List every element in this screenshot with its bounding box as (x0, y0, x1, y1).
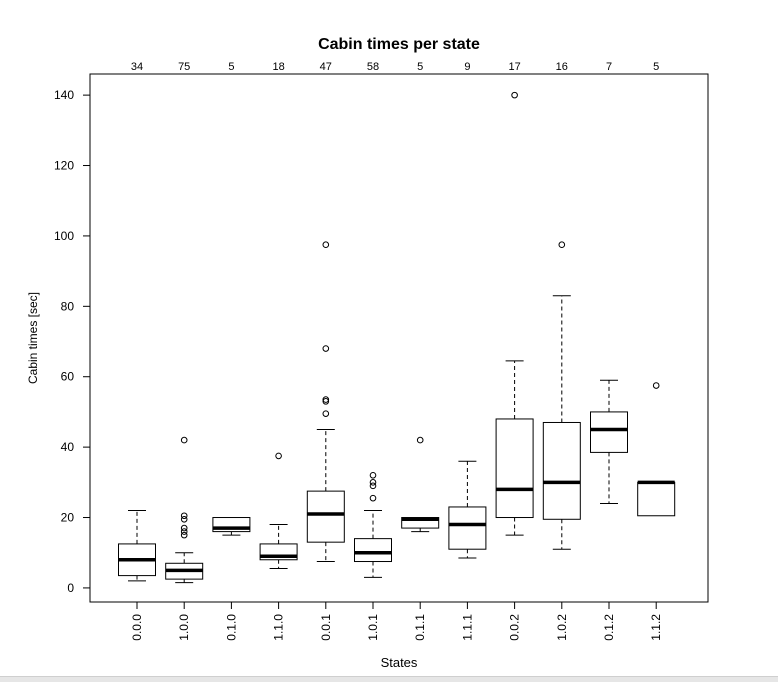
count-label: 16 (556, 61, 568, 73)
outlier-point (369, 482, 377, 490)
y-tick-label: 120 (54, 159, 74, 173)
y-tick-label: 0 (67, 581, 74, 595)
box-1.1.1 (448, 460, 487, 559)
outlier-point (322, 410, 330, 417)
x-tick-label: 0.0.2 (508, 614, 522, 641)
outlier-point (322, 396, 330, 403)
outlier-point (180, 515, 188, 523)
count-label: 47 (320, 61, 332, 73)
count-label: 5 (228, 61, 234, 73)
count-label: 58 (367, 61, 379, 73)
x-tick-label: 1.0.0 (177, 614, 191, 641)
x-tick-label: 1.1.0 (272, 614, 286, 641)
count-label: 5 (417, 61, 423, 73)
box-iqr (401, 517, 440, 529)
y-tick-label: 40 (61, 440, 75, 454)
x-axis-label: States (381, 655, 418, 670)
box-1.1.0 (259, 452, 298, 570)
count-label: 5 (653, 61, 659, 73)
outlier-point (180, 436, 188, 444)
outlier-point (652, 382, 660, 389)
box-1.1.2 (637, 382, 676, 517)
plot-frame (89, 73, 709, 603)
box-series (118, 91, 676, 584)
x-tick-label: 0.0.0 (130, 614, 144, 641)
count-labels: 34 75 5 18 47 58 5 9 17 16 7 5 (131, 61, 659, 73)
outlier-point (322, 398, 330, 405)
outlier-point (180, 512, 188, 520)
count-label: 18 (272, 61, 284, 73)
y-tick-label: 20 (61, 511, 75, 525)
box-1.0.2 (542, 241, 581, 550)
y-axis: 0 20 40 60 80 100 120 140 (54, 88, 90, 595)
count-label: 17 (508, 61, 520, 73)
y-tick-label: 140 (54, 88, 74, 102)
box-0.1.2 (590, 379, 628, 504)
box-0.1.0 (212, 517, 251, 536)
x-axis: 0.0.0 1.0.0 0.1.0 1.1.0 0.0.1 1.0.1 0.1.1 1.1.1… (130, 602, 663, 641)
box-iqr (495, 418, 534, 519)
outlier-point (511, 91, 518, 99)
y-tick-label: 60 (61, 370, 75, 384)
count-label: 7 (606, 61, 612, 73)
y-tick-label: 100 (54, 229, 74, 243)
chart-title: Cabin times per state (318, 36, 480, 53)
box-iqr (590, 411, 628, 453)
x-tick-label: 1.0.1 (366, 614, 380, 641)
box-1.0.0 (165, 436, 204, 584)
outlier-point (180, 531, 188, 539)
count-label: 34 (131, 61, 143, 73)
outlier-point (180, 528, 188, 535)
count-label: 75 (178, 61, 190, 73)
box-iqr (542, 421, 581, 520)
x-tick-label: 1.1.2 (649, 614, 663, 641)
outlier-point (416, 436, 424, 444)
window-bottom-edge (0, 676, 778, 682)
box-1.0.1 (354, 471, 392, 578)
box-0.0.2 (495, 91, 534, 536)
box-0.0.1 (306, 241, 345, 563)
outlier-point (558, 241, 566, 249)
box-0.1.1 (401, 436, 440, 533)
box-iqr (637, 481, 676, 517)
outlier-point (369, 494, 377, 502)
y-tick-label: 80 (61, 299, 75, 313)
x-tick-label: 1.0.2 (555, 614, 569, 641)
x-tick-label: 0.1.2 (602, 614, 616, 641)
x-tick-label: 0.0.1 (319, 614, 333, 641)
outlier-point (180, 524, 188, 532)
x-tick-label: 1.1.1 (460, 614, 474, 641)
outlier-point (275, 452, 282, 460)
box-0.0.0 (118, 509, 156, 582)
y-axis-label: Cabin times [sec] (26, 292, 40, 384)
box-iqr (448, 506, 487, 550)
box-iqr (306, 490, 345, 543)
x-tick-label: 0.1.0 (224, 614, 238, 641)
outlier-point (369, 471, 377, 479)
outlier-point (322, 241, 330, 249)
box-iqr (354, 538, 392, 563)
outlier-point (369, 479, 377, 486)
x-tick-label: 0.1.1 (413, 614, 427, 641)
outlier-point (322, 345, 330, 352)
count-label: 9 (464, 61, 470, 73)
